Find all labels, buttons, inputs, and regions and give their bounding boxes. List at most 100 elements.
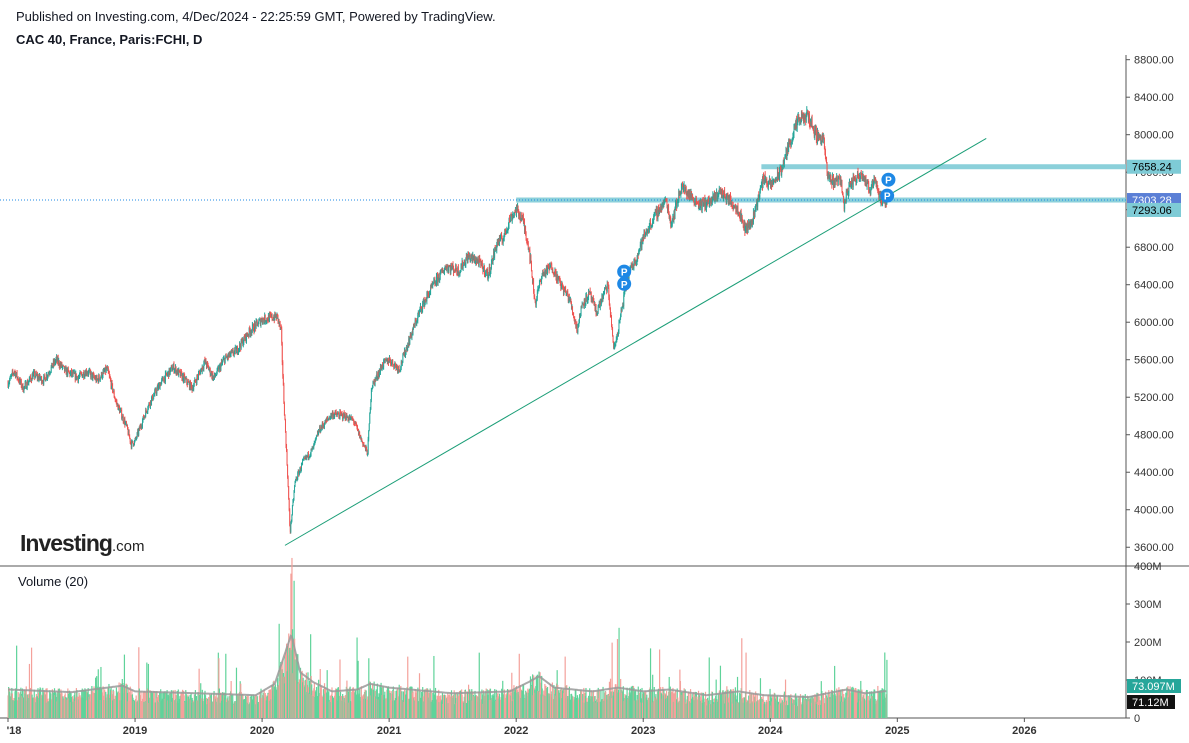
candle-body bbox=[21, 386, 23, 388]
candle-body bbox=[750, 221, 752, 224]
candle-body bbox=[358, 431, 360, 435]
candle-body bbox=[473, 257, 475, 260]
candle-body bbox=[189, 382, 190, 389]
candle-body bbox=[200, 370, 202, 375]
candle-body bbox=[234, 347, 236, 352]
candle-body bbox=[499, 237, 501, 241]
candle-body bbox=[227, 354, 229, 359]
candle-body bbox=[70, 370, 72, 373]
candle-body bbox=[369, 409, 371, 413]
candle-body bbox=[643, 236, 644, 239]
candle-body bbox=[368, 430, 370, 440]
candle-body bbox=[497, 240, 499, 244]
candle-body bbox=[38, 376, 39, 380]
candle-body bbox=[518, 209, 520, 216]
volume-bar bbox=[759, 678, 762, 718]
candle-body bbox=[792, 135, 794, 139]
candle-body bbox=[308, 456, 310, 458]
candle-body bbox=[477, 259, 479, 262]
candle-body bbox=[264, 315, 266, 323]
candle-body bbox=[634, 258, 636, 264]
candle-body bbox=[655, 209, 657, 212]
candle-body bbox=[230, 351, 232, 355]
candle-body bbox=[646, 232, 648, 235]
candle-body bbox=[139, 425, 141, 429]
candle-body bbox=[289, 525, 291, 532]
candle-body bbox=[848, 193, 849, 196]
candle-body bbox=[594, 303, 596, 311]
candle-body bbox=[814, 125, 816, 131]
candle-body bbox=[580, 307, 582, 317]
marker-circle-1 bbox=[617, 276, 632, 291]
candle-body bbox=[524, 222, 525, 231]
candle-body bbox=[264, 315, 266, 322]
candle-body bbox=[807, 115, 809, 122]
candle-body bbox=[328, 417, 330, 419]
candle-body bbox=[828, 172, 830, 175]
candle-body bbox=[378, 370, 380, 377]
candle-body bbox=[603, 291, 605, 293]
candle-body bbox=[661, 204, 663, 210]
candle-body bbox=[239, 343, 240, 350]
candle-body bbox=[711, 200, 713, 202]
candle-body bbox=[250, 332, 252, 335]
candle-body bbox=[412, 328, 414, 333]
candle-body bbox=[778, 173, 779, 179]
candle-body bbox=[207, 364, 209, 367]
candle-body bbox=[600, 301, 602, 305]
candle-body bbox=[815, 128, 817, 140]
candle-body bbox=[381, 364, 383, 370]
candle-body bbox=[438, 274, 440, 278]
candle-body bbox=[730, 199, 732, 205]
candle-body bbox=[766, 178, 768, 185]
candle-body bbox=[303, 458, 305, 460]
candle-body bbox=[531, 270, 533, 278]
candle-body bbox=[580, 316, 581, 318]
candle-body bbox=[788, 140, 790, 142]
candle-body bbox=[59, 365, 61, 368]
candle-body bbox=[183, 374, 185, 376]
candle-body bbox=[407, 345, 409, 347]
candle-body bbox=[859, 176, 861, 179]
candle-body bbox=[568, 297, 570, 302]
candle-body bbox=[410, 335, 412, 338]
candle-body bbox=[72, 372, 73, 375]
candle-body bbox=[340, 411, 341, 413]
candle-body bbox=[538, 287, 540, 289]
candle-body bbox=[290, 520, 292, 523]
candle-body bbox=[849, 181, 850, 186]
candle-body bbox=[154, 389, 156, 391]
candle-body bbox=[764, 174, 766, 182]
candle-body bbox=[877, 187, 879, 191]
candle-body bbox=[107, 367, 109, 372]
candle-body bbox=[480, 260, 482, 266]
candle-body bbox=[479, 258, 481, 260]
candle-body bbox=[320, 431, 322, 432]
candle-body bbox=[747, 223, 748, 232]
candle-body bbox=[70, 372, 71, 376]
candle-body bbox=[559, 281, 561, 283]
candle-body bbox=[813, 126, 815, 131]
candle-body bbox=[851, 179, 853, 183]
candle-body bbox=[871, 183, 873, 188]
candle-body bbox=[153, 394, 155, 396]
candle-body bbox=[439, 279, 441, 280]
candle-body bbox=[759, 188, 761, 191]
candle-body bbox=[97, 378, 99, 380]
candle-body bbox=[250, 332, 252, 334]
candle-body bbox=[456, 272, 458, 275]
candle-body bbox=[438, 274, 440, 280]
candle-body bbox=[287, 464, 289, 478]
candle-body bbox=[143, 417, 145, 420]
candle-body bbox=[369, 412, 371, 424]
candle-body bbox=[834, 179, 836, 185]
candle-body bbox=[79, 372, 81, 376]
candle-body bbox=[35, 372, 37, 377]
candle-body bbox=[824, 147, 826, 153]
candle-body bbox=[341, 413, 342, 415]
candle-body bbox=[464, 264, 466, 266]
candle-body bbox=[496, 240, 498, 245]
candle-body bbox=[26, 381, 28, 389]
candle-body bbox=[790, 140, 792, 146]
